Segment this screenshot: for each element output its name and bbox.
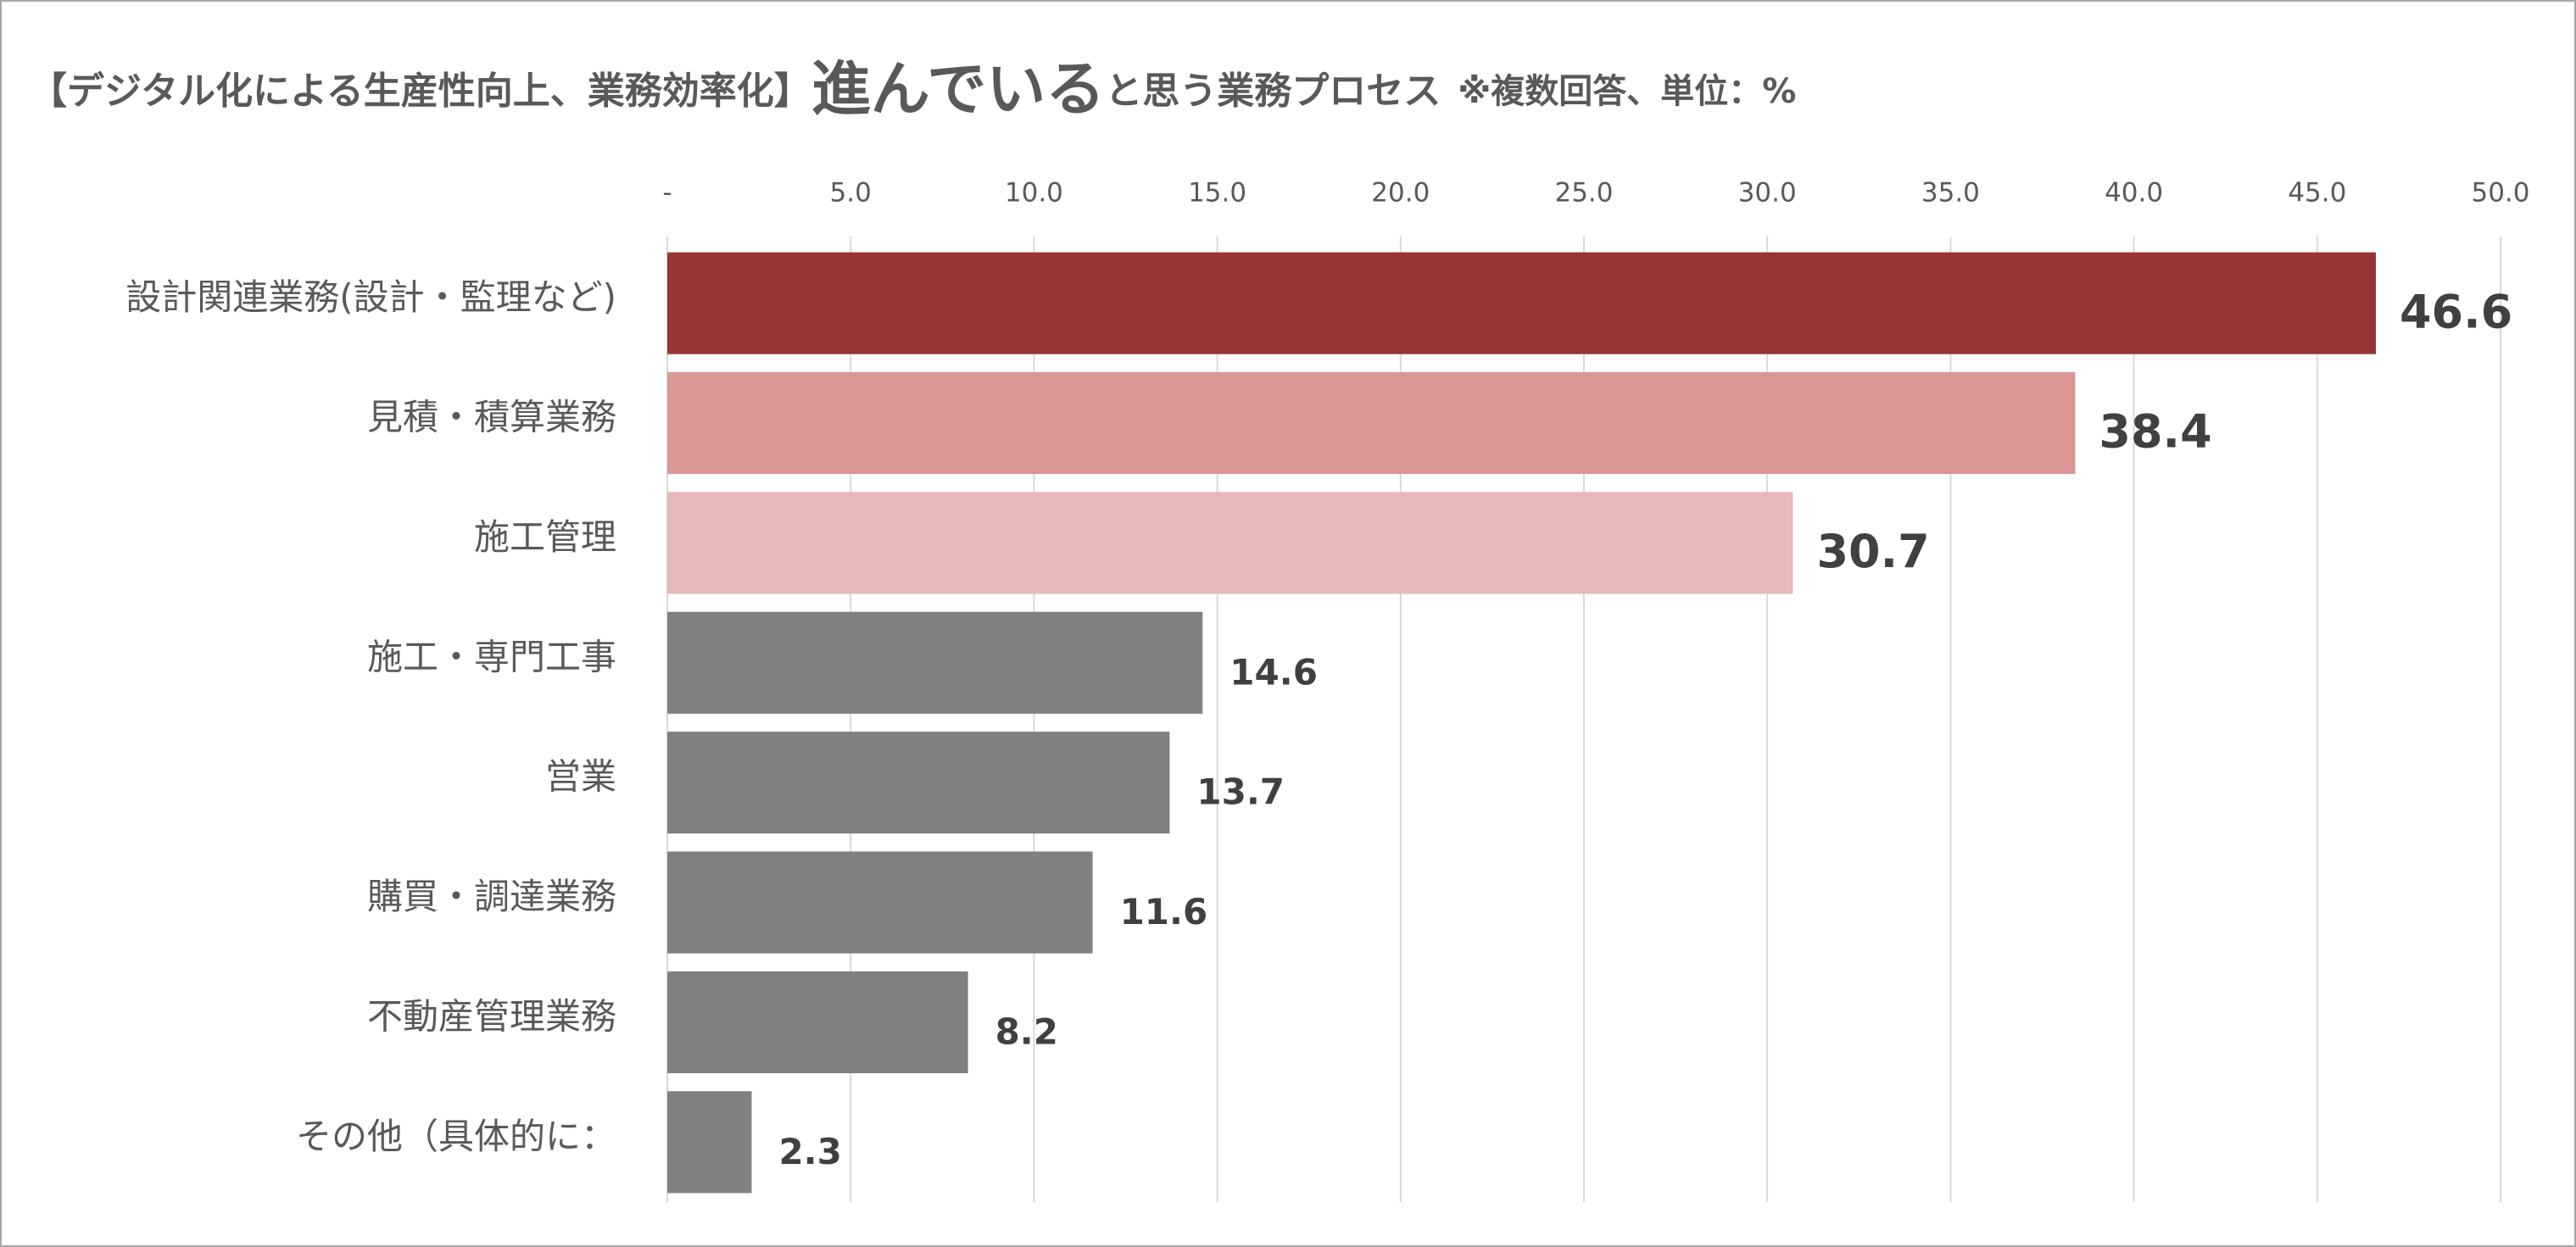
category-label: 設計関連業務(設計・監理など)	[125, 276, 616, 318]
x-tick-label: 15.0	[1188, 178, 1246, 209]
title-note: ※複数回答、単位：%	[1458, 72, 1796, 111]
bar	[667, 1091, 752, 1194]
bar	[667, 492, 1793, 594]
category-label: 施工・専門工事	[367, 636, 616, 677]
category-label: 不動産管理業務	[367, 995, 616, 1037]
value-label: 13.7	[1196, 771, 1285, 813]
x-tick-label: 10.0	[1005, 178, 1063, 209]
category-label: 営業	[545, 756, 616, 798]
x-tick-label: 45.0	[2288, 178, 2346, 209]
value-label: 38.4	[2099, 405, 2211, 459]
value-label: 8.2	[995, 1010, 1058, 1052]
title-part: と思う業務プロセス	[1105, 70, 1441, 113]
value-label: 14.6	[1229, 651, 1318, 693]
x-tick-label: 25.0	[1554, 178, 1613, 209]
x-tick-label: 40.0	[2105, 178, 2163, 209]
bar	[667, 971, 968, 1074]
x-tick-label: 20.0	[1371, 178, 1430, 209]
bar	[667, 851, 1093, 954]
category-label: 見積・積算業務	[367, 397, 616, 438]
category-label: 購買・調達業務	[367, 876, 616, 917]
x-tick-label: 30.0	[1738, 178, 1797, 209]
bar	[667, 611, 1203, 714]
category-label: 施工管理	[474, 516, 616, 558]
category-label: その他（具体的に：	[296, 1116, 616, 1157]
value-label: 46.6	[2400, 285, 2512, 338]
value-label: 2.3	[778, 1131, 841, 1172]
title-part: 【デジタル化による生産性向上、業務効率化】	[30, 70, 811, 113]
x-tick-label: 5.0	[830, 178, 872, 209]
bar	[667, 371, 2076, 475]
x-tick-label: 50.0	[2471, 178, 2529, 209]
title-emphasis: 進んでいる	[811, 54, 1106, 124]
x-tick-label: 35.0	[1921, 178, 1980, 209]
bar	[667, 252, 2376, 354]
x-tick-label: -	[662, 178, 672, 209]
value-label: 11.6	[1120, 891, 1208, 932]
bar	[667, 732, 1170, 834]
value-label: 30.7	[1816, 525, 1929, 578]
chart-title: 【デジタル化による生産性向上、業務効率化】進んでいると思う業務プロセス ※複数回答…	[30, 54, 1796, 124]
